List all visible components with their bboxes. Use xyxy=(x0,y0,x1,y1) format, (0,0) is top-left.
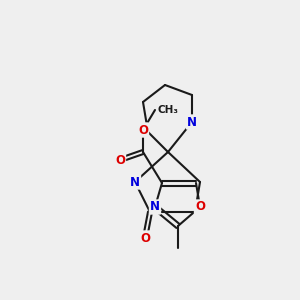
Text: O: O xyxy=(195,200,205,214)
Text: O: O xyxy=(140,232,150,244)
Text: N: N xyxy=(187,116,197,128)
Text: O: O xyxy=(115,154,125,166)
Text: N: N xyxy=(150,200,160,214)
Text: O: O xyxy=(138,124,148,136)
Text: CH₃: CH₃ xyxy=(157,105,178,115)
Text: N: N xyxy=(130,176,140,188)
